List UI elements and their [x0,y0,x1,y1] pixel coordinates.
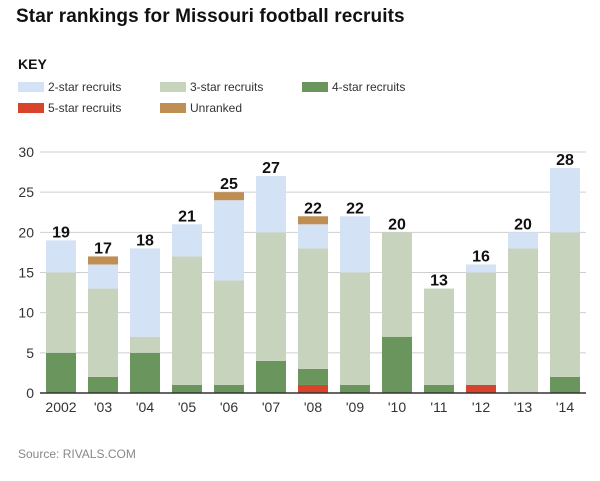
x-tick-label-7: '09 [346,399,364,415]
total-label-5: 27 [262,160,280,177]
bar-5-4-star-recruits [256,360,286,393]
bar-1-4-star-recruits [88,376,118,393]
bar-4-4-star-recruits [214,384,244,393]
bar-1-2-star-recruits [88,264,118,289]
legend-swatch-unranked [160,103,186,113]
bar-8-4-star-recruits [382,336,412,393]
bar-6-3-star-recruits [298,248,328,369]
bar-1-3-star-recruits [88,288,118,377]
bar-1-unranked [88,256,118,265]
legend-swatch-4-star [302,82,328,92]
legend-swatch-2-star [18,82,44,92]
bar-6-4-star-recruits [298,368,328,385]
x-tick-label-6: '08 [304,399,322,415]
bar-6-2-star-recruits [298,224,328,249]
y-tick-label-5: 5 [26,345,34,361]
y-tick-label-0: 0 [26,385,34,401]
bar-0-2-star-recruits [46,240,76,273]
bar-6-5-star-recruits [298,384,328,393]
chart-title: Star rankings for Missouri football recr… [16,6,405,27]
bar-4-2-star-recruits [214,200,244,281]
x-tick-label-3: '05 [178,399,196,415]
x-tick-label-10: '12 [472,399,490,415]
x-tick-label-8: '10 [388,399,406,415]
source-note: Source: RIVALS.COM [18,447,136,461]
x-tick-label-4: '06 [220,399,238,415]
bar-2-2-star-recruits [130,248,160,337]
x-tick-label-0: 2002 [45,399,76,415]
bar-0-3-star-recruits [46,272,76,353]
legend-label-unranked: Unranked [190,101,243,115]
total-label-1: 17 [94,240,112,257]
bar-11-2-star-recruits [508,232,538,249]
bar-4-unranked [214,192,244,201]
bar-7-4-star-recruits [340,384,370,393]
total-label-10: 16 [472,248,490,265]
legend-item-5-star: 5-star recruits [18,101,121,115]
total-label-7: 22 [346,200,364,217]
bar-5-2-star-recruits [256,176,286,233]
bar-11-3-star-recruits [508,248,538,393]
bar-6-unranked [298,216,328,225]
legend-label-5-star: 5-star recruits [48,101,122,115]
bar-5-3-star-recruits [256,232,286,361]
total-label-6: 22 [304,200,322,217]
y-tick-label-25: 25 [18,184,34,200]
total-label-3: 21 [178,208,196,225]
legend-label-2-star: 2-star recruits [48,80,122,94]
bar-7-3-star-recruits [340,272,370,385]
key-heading: KEY [18,56,47,72]
legend-item-3-star: 3-star recruits [160,80,263,94]
bar-2-4-star-recruits [130,352,160,393]
legend-label-3-star: 3-star recruits [190,80,264,94]
bar-3-3-star-recruits [172,256,202,385]
bar-10-5-star-recruits [466,384,496,393]
bar-9-3-star-recruits [424,288,454,385]
bar-10-3-star-recruits [466,272,496,385]
bar-4-3-star-recruits [214,280,244,385]
bar-2-3-star-recruits [130,336,160,353]
y-tick-label-30: 30 [18,144,34,160]
bar-12-2-star-recruits [550,168,580,233]
bar-7-2-star-recruits [340,216,370,273]
legend-swatch-3-star [160,82,186,92]
bar-3-2-star-recruits [172,224,202,257]
total-label-12: 28 [556,152,574,169]
y-tick-label-20: 20 [18,224,34,240]
total-label-8: 20 [388,216,406,233]
x-tick-label-9: '11 [430,399,447,415]
bar-8-3-star-recruits [382,232,412,337]
total-label-11: 20 [514,216,532,233]
x-tick-label-2: '04 [136,399,154,415]
bar-9-4-star-recruits [424,384,454,393]
total-label-4: 25 [220,176,238,193]
x-tick-label-11: '13 [514,399,532,415]
bar-12-3-star-recruits [550,232,580,377]
legend-item-unranked: Unranked [160,101,242,115]
total-label-9: 13 [430,273,448,290]
legend-label-4-star: 4-star recruits [332,80,406,94]
y-tick-label-15: 15 [18,265,34,281]
bar-0-4-star-recruits [46,352,76,393]
bar-3-4-star-recruits [172,384,202,393]
x-tick-label-5: '07 [262,399,280,415]
total-label-2: 18 [136,232,154,249]
legend-item-2-star: 2-star recruits [18,80,121,94]
x-tick-label-12: '14 [556,399,574,415]
bar-12-4-star-recruits [550,376,580,393]
total-label-0: 19 [52,224,70,241]
legend-swatch-5-star [18,103,44,113]
x-tick-label-1: '03 [94,399,112,415]
legend-item-4-star: 4-star recruits [302,80,405,94]
y-tick-label-10: 10 [18,305,34,321]
bar-10-2-star-recruits [466,264,496,273]
